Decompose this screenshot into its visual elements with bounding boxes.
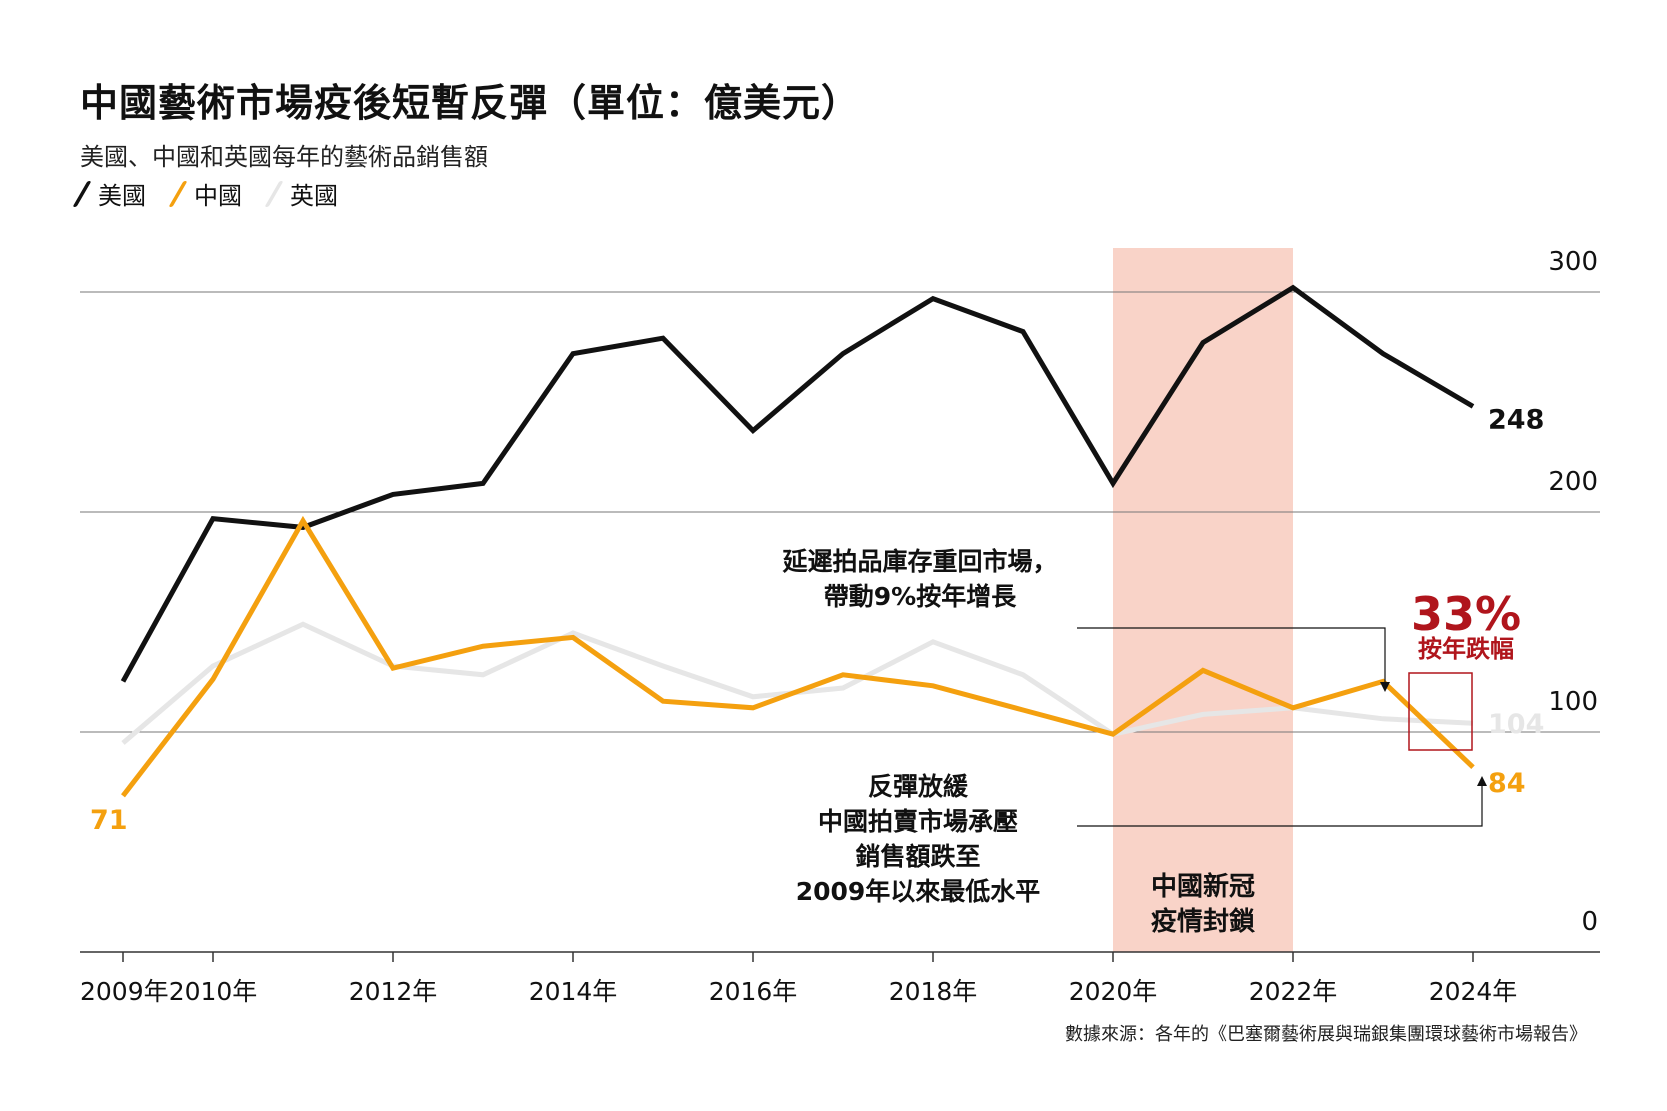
lockdown-label-line-1: 疫情封鎖	[1151, 906, 1255, 937]
x-tick-label-2020: 2020年	[1069, 977, 1158, 1006]
slowdown-annotation-line-0: 反彈放緩	[868, 772, 969, 801]
rebound-annotation-leader	[1077, 627, 1386, 688]
lockdown-shaded-region	[1113, 248, 1293, 952]
end-label-china: 84	[1488, 768, 1526, 799]
y-tick-label-300: 300	[1548, 247, 1598, 277]
chart-title: 中國藝術市場疫後短暫反彈（單位：億美元）	[80, 81, 861, 125]
y-tick-label-200: 200	[1548, 467, 1598, 497]
rebound-annotation-line-0: 延遲拍品庫存重回市場，	[781, 547, 1057, 576]
slowdown-annotation-line-1: 中國拍賣市場承壓	[818, 807, 1018, 836]
x-tick-label-2018: 2018年	[889, 977, 978, 1006]
start-label-china: 71	[90, 805, 128, 836]
x-tick-label-2009: 2009年	[80, 977, 169, 1006]
legend-label-uk: 英國	[290, 182, 338, 210]
end-label-us: 248	[1488, 404, 1544, 435]
y-tick-label-100: 100	[1548, 687, 1598, 717]
drop-percent-label: 按年跌幅	[1418, 635, 1514, 663]
source-note: 數據來源：各年的《巴塞爾藝術展與瑞銀集團環球藝術市場報告》	[1065, 1024, 1587, 1045]
x-tick-label-2016: 2016年	[709, 977, 798, 1006]
drop-highlight-box	[1408, 672, 1473, 751]
y-tick-label-0: 0	[1581, 907, 1598, 937]
slowdown-annotation-leader	[1077, 780, 1483, 827]
x-tick-label-2024: 2024年	[1429, 977, 1518, 1006]
legend: 美國 中國 英國	[72, 176, 338, 211]
slowdown-annotation-line-2: 銷售額跌至	[855, 842, 980, 871]
slowdown-annotation-arrowhead	[1477, 776, 1487, 786]
x-tick-label-2014: 2014年	[529, 977, 618, 1006]
rebound-annotation-line-1: 帶動9%按年增長	[824, 582, 1017, 611]
slowdown-annotation-line-3: 2009年以來最低水平	[796, 877, 1041, 906]
lockdown-label-line-0: 中國新冠	[1151, 871, 1255, 902]
end-label-uk: 104	[1488, 709, 1544, 740]
chart-subtitle: 美國、中國和英國每年的藝術品銷售額	[80, 143, 488, 171]
legend-label-us: 美國	[98, 182, 146, 210]
legend-item-uk: 英國	[264, 176, 338, 211]
legend-item-china: 中國	[168, 176, 242, 211]
legend-label-china: 中國	[194, 182, 242, 210]
series-line-us	[120, 284, 1475, 683]
x-tick-label-2010: 2010年	[169, 977, 258, 1006]
legend-item-us: 美國	[72, 176, 146, 211]
x-tick-label-2012: 2012年	[349, 977, 438, 1006]
x-tick-label-2022: 2022年	[1249, 977, 1338, 1006]
series-line-china	[121, 515, 1475, 798]
drop-percent-value: 33%	[1411, 587, 1521, 641]
rebound-annotation-arrowhead	[1380, 682, 1390, 692]
